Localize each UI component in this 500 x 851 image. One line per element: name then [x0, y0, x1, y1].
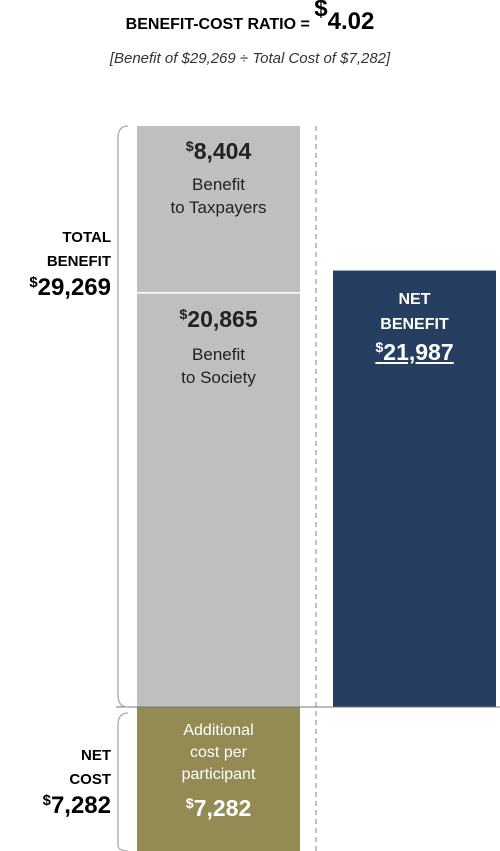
- chart-subtitle: [Benefit of $29,269 ÷ Total Cost of $7,2…: [109, 50, 391, 67]
- total-benefit-side-label: TOTAL BENEFIT $29,269: [0, 226, 111, 302]
- net-benefit-line1: NET: [398, 291, 431, 308]
- currency-sign: $: [375, 340, 384, 357]
- total-label-line2: BENEFIT: [46, 253, 111, 270]
- taxpayer-label-line2: to Taxpayers: [170, 198, 267, 217]
- total-benefit-value: 29,269: [37, 274, 111, 301]
- cost-label-line3: participant: [181, 766, 256, 783]
- cost-side-line2: COST: [69, 771, 111, 788]
- net-cost-value: 7,282: [50, 792, 111, 819]
- bar-net-benefit: [333, 270, 496, 707]
- currency-sign: $: [185, 139, 194, 156]
- chart-title: BENEFIT-COST RATIO = $4.02: [0, 0, 500, 36]
- title-value: 4.02: [327, 8, 375, 35]
- net-benefit-line2: BENEFIT: [380, 316, 449, 333]
- total-benefit-brace: [117, 125, 129, 708]
- net-cost-side-label: NET COST $7,282: [0, 744, 111, 820]
- currency-sign: $: [42, 792, 51, 809]
- cost-amount: 7,282: [193, 795, 252, 821]
- bar-benefit-taxpayers: [137, 126, 300, 293]
- net-cost-brace: [117, 712, 129, 851]
- cost-side-line1: NET: [81, 747, 111, 764]
- society-benefit-label: $20,865 Benefit to Society: [137, 306, 300, 389]
- society-benefit-amount: 20,865: [187, 306, 258, 332]
- bar-net-cost: [137, 707, 300, 851]
- society-label-line2: to Society: [181, 368, 256, 387]
- taxpayer-benefit-label: $8,404 Benefit to Taxpayers: [137, 138, 300, 219]
- cost-label: Additional cost per participant $7,282: [137, 720, 300, 822]
- title-prefix: BENEFIT-COST RATIO =: [125, 16, 315, 33]
- cost-label-line1: Additional: [183, 722, 254, 739]
- total-label-line1: TOTAL: [62, 229, 111, 246]
- net-benefit-label: NET BENEFIT $21,987: [333, 287, 496, 366]
- taxpayer-benefit-amount: 8,404: [193, 138, 252, 164]
- currency-sign: $: [179, 307, 188, 324]
- taxpayer-label-line1: Benefit: [192, 175, 245, 194]
- cost-label-line2: cost per: [190, 744, 247, 761]
- currency-sign: $: [185, 796, 194, 813]
- title-currency: $: [314, 0, 328, 22]
- bar-benefit-society: [137, 292, 300, 707]
- currency-sign: $: [29, 274, 38, 291]
- net-benefit-amount: 21,987: [383, 339, 454, 365]
- society-label-line1: Benefit: [192, 345, 245, 364]
